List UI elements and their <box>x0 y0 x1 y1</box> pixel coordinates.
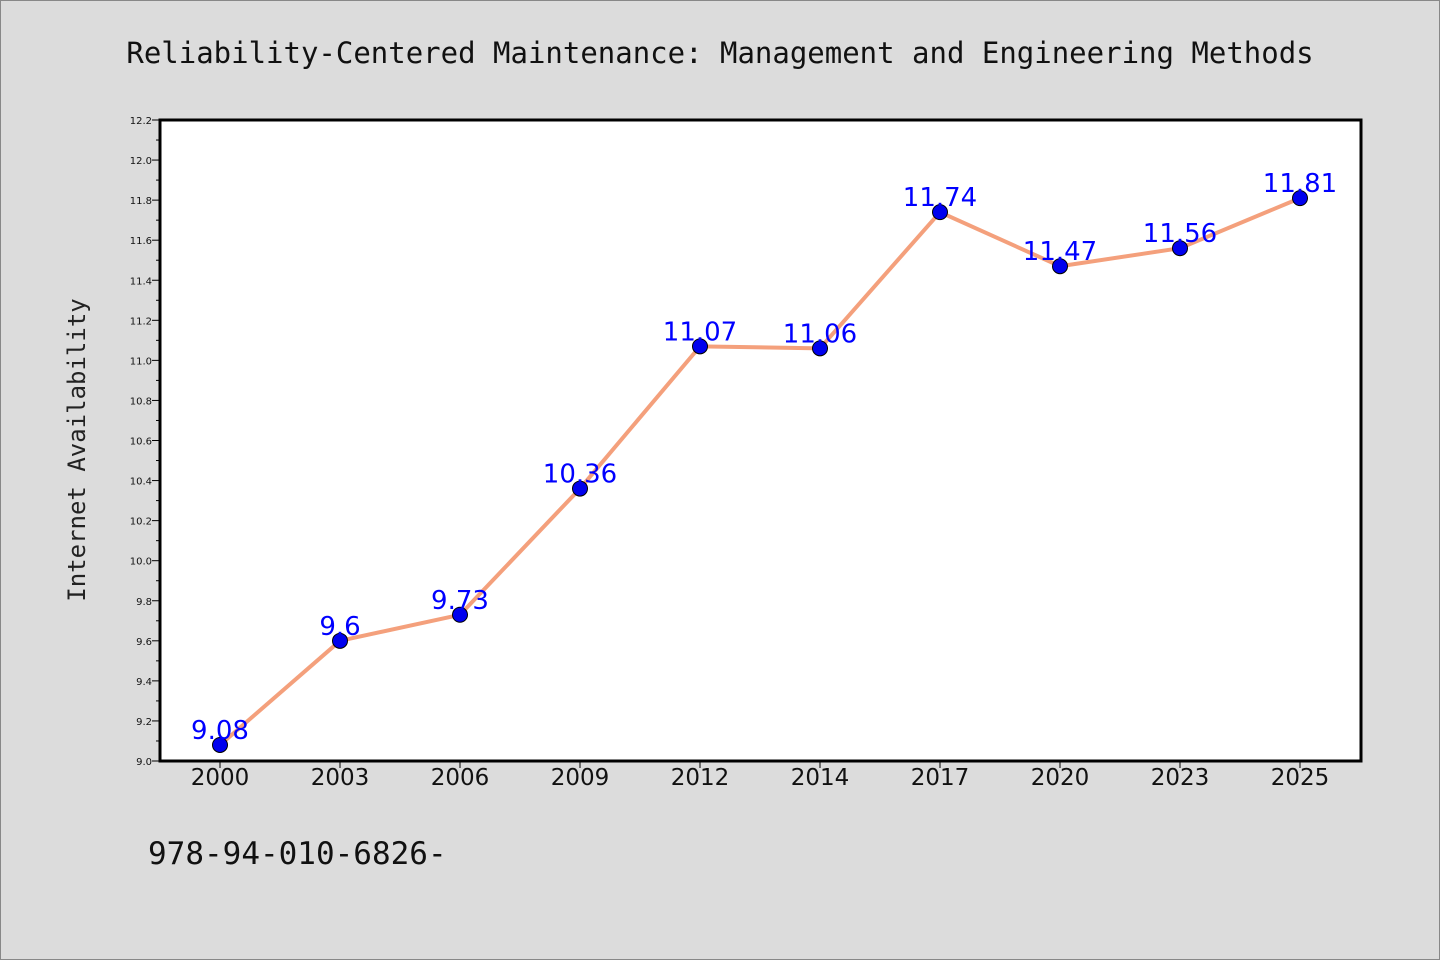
isbn-footer: 978-94-010-6826- <box>148 836 447 872</box>
y-tick-label: 11.0 <box>130 356 152 367</box>
y-tick-label: 11.4 <box>130 276 152 287</box>
data-label: 11.06 <box>783 319 857 349</box>
data-label: 11.56 <box>1143 219 1217 249</box>
x-tick-label: 2006 <box>431 765 490 791</box>
y-tick-label: 9.8 <box>136 597 152 608</box>
y-tick-label: 12.0 <box>130 156 152 167</box>
data-point <box>212 736 228 753</box>
chart-title: Reliability-Centered Maintenance: Manage… <box>126 36 1313 70</box>
y-tick-label: 9.2 <box>136 717 152 728</box>
y-tick-label: 10.0 <box>130 557 152 568</box>
y-tick-label: 11.6 <box>130 236 152 247</box>
data-label: 11.47 <box>1023 237 1097 267</box>
series-line-group: 9.08 9.6 9.73 10.36 11.07 11.06 11.74 11.47 11.5… <box>191 169 1337 753</box>
data-label: 9.6 <box>319 612 360 642</box>
y-axis-label: Internet Availability <box>63 298 91 601</box>
data-point <box>812 340 828 357</box>
data-point <box>1172 240 1188 257</box>
data-label: 11.81 <box>1263 169 1337 199</box>
data-label: 11.74 <box>903 183 977 213</box>
data-point <box>692 338 708 355</box>
data-point <box>932 204 948 221</box>
y-tick-label: 9.0 <box>136 757 152 768</box>
data-point <box>1052 258 1068 275</box>
y-tick-label: 10.8 <box>130 396 152 407</box>
data-point <box>452 606 468 623</box>
plot-area <box>160 120 1361 761</box>
y-tick-label: 11.8 <box>130 196 152 207</box>
plot-border <box>158 118 1363 763</box>
x-tick-label: 2003 <box>311 765 370 791</box>
x-tick-label: 2009 <box>551 765 610 791</box>
y-axis: 9.0 9.2 9.4 9.6 9.8 10.0 10.2 10.4 10.6 10.8 11.0 1… <box>130 116 160 768</box>
series-line <box>218 196 1302 747</box>
y-tick-label: 9.6 <box>136 637 152 648</box>
x-tick-label: 2014 <box>791 765 850 791</box>
data-label: 9.73 <box>431 586 489 616</box>
y-tick-label: 10.6 <box>130 437 152 448</box>
y-tick-label: 12.2 <box>130 116 152 127</box>
data-point <box>1292 190 1308 207</box>
x-tick-label: 2017 <box>911 765 970 791</box>
data-label: 11.07 <box>663 317 737 347</box>
data-label: 9.08 <box>191 716 249 746</box>
x-tick-label: 2023 <box>1151 765 1210 791</box>
y-tick-label: 10.4 <box>130 477 152 488</box>
x-tick-label: 2025 <box>1271 765 1330 791</box>
y-tick-label: 10.2 <box>130 517 152 528</box>
data-label: 10.36 <box>543 460 617 490</box>
x-tick-label: 2020 <box>1031 765 1090 791</box>
x-tick-label: 2012 <box>671 765 730 791</box>
data-point <box>332 632 348 649</box>
x-tick-label: 2000 <box>191 765 250 791</box>
y-tick-label: 11.2 <box>130 316 152 327</box>
x-axis: 2000 2003 2006 2009 2012 2014 2017 2020 2023 2025 <box>191 761 1330 791</box>
y-tick-label: 9.4 <box>136 677 152 688</box>
data-point <box>572 480 588 497</box>
